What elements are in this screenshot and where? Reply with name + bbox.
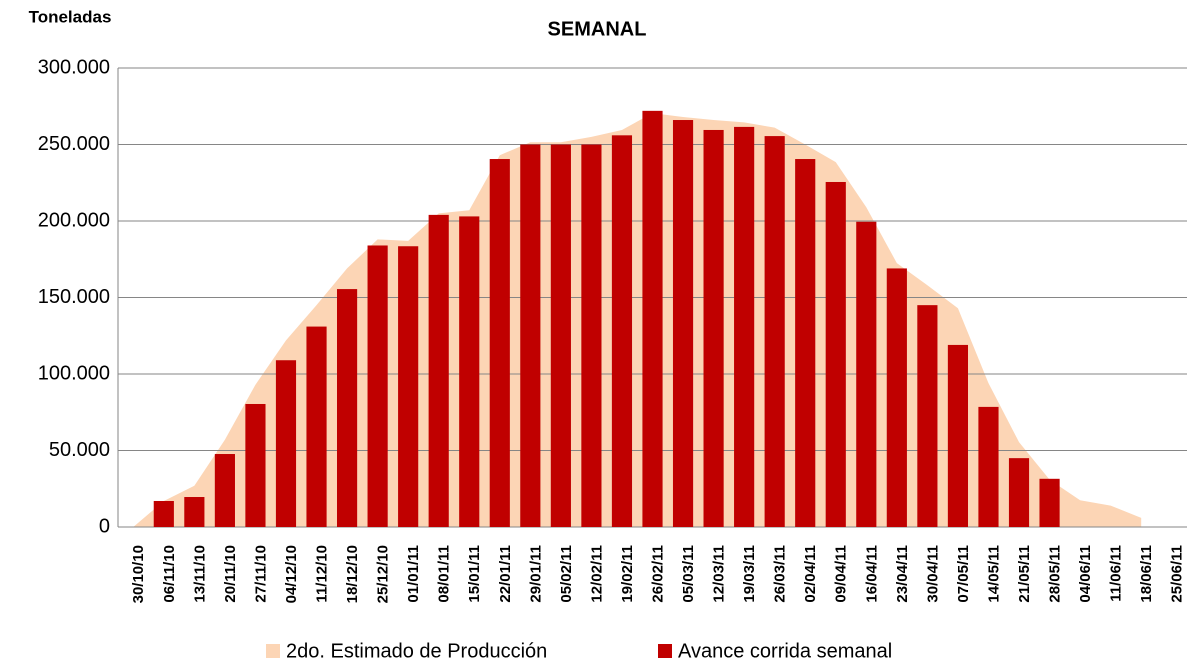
- x-tick-label: 15/01/11: [466, 545, 483, 603]
- x-tick-label: 11/06/11: [1108, 545, 1125, 602]
- x-tick-label: 05/02/11: [558, 545, 575, 603]
- x-tick-label: 29/01/11: [527, 545, 544, 603]
- bar: [336, 289, 358, 527]
- x-tick-label: 20/11/10: [222, 545, 239, 603]
- x-tick-label: 30/04/11: [924, 545, 941, 603]
- bar: [642, 110, 663, 527]
- x-tick-label: 18/06/11: [1138, 545, 1155, 603]
- y-axis-label: Toneladas: [29, 7, 112, 26]
- bar: [947, 344, 969, 527]
- bar: [825, 181, 846, 528]
- y-tick-label: 50.000: [49, 439, 110, 461]
- x-tick-label: 30/10/10: [130, 545, 147, 603]
- bar: [520, 144, 541, 527]
- bar: [459, 216, 480, 527]
- x-tick-label: 08/01/11: [436, 545, 453, 603]
- x-tick-label: 04/06/11: [1077, 545, 1094, 603]
- bar: [581, 144, 602, 527]
- bar: [672, 120, 694, 528]
- bar: [1008, 458, 1030, 527]
- x-tick-label: 05/03/11: [680, 545, 697, 603]
- bar: [886, 268, 907, 527]
- bar: [275, 360, 297, 527]
- x-tick-label: 16/04/11: [863, 545, 880, 603]
- bar: [978, 406, 999, 527]
- x-tick-label: 26/03/11: [772, 545, 789, 603]
- x-tick-label: 13/11/10: [191, 545, 208, 603]
- bar: [489, 159, 510, 527]
- bar: [428, 214, 449, 527]
- x-tick-label: 25/06/11: [1169, 545, 1186, 603]
- y-tick-label: 150.000: [38, 286, 110, 308]
- y-tick-label: 250.000: [38, 133, 110, 155]
- bar: [917, 305, 938, 527]
- x-tick-label: 28/05/11: [1047, 545, 1064, 603]
- x-tick-label: 26/02/11: [649, 545, 666, 603]
- x-tick-label: 06/11/10: [161, 545, 178, 603]
- x-tick-label: 04/12/10: [283, 545, 300, 603]
- x-tick-label: 22/01/11: [497, 545, 514, 603]
- bar: [795, 159, 816, 527]
- x-tick-label: 12/02/11: [588, 545, 605, 603]
- bar: [214, 454, 235, 527]
- legend-label: Avance corrida semanal: [678, 640, 892, 662]
- bar: [306, 326, 327, 527]
- legend-swatch: [266, 644, 280, 658]
- bar: [1039, 478, 1060, 527]
- y-tick-label: 200.000: [38, 209, 110, 231]
- y-tick-label: 100.000: [38, 362, 110, 384]
- bar: [550, 144, 571, 527]
- bar: [398, 246, 419, 527]
- x-tick-label: 18/12/10: [344, 545, 361, 603]
- legend-swatch: [658, 644, 672, 658]
- x-tick-label: 01/01/11: [405, 545, 422, 603]
- x-tick-label: 14/05/11: [985, 545, 1002, 603]
- bar: [367, 245, 388, 528]
- x-tick-label: 27/11/10: [252, 545, 269, 603]
- bar: [764, 136, 785, 527]
- x-tick-label: 11/12/10: [313, 545, 330, 603]
- bar: [245, 403, 266, 527]
- x-tick-label: 02/04/11: [802, 545, 819, 603]
- x-tick-label: 23/04/11: [894, 545, 911, 603]
- x-tick-label: 19/03/11: [741, 545, 758, 603]
- x-tick-label: 07/05/11: [955, 545, 972, 603]
- x-tick-label: 21/05/11: [1016, 545, 1033, 603]
- x-tick-label: 09/04/11: [833, 545, 850, 603]
- bar: [856, 221, 877, 527]
- chart-title: SEMANAL: [548, 18, 647, 40]
- x-tick-label: 25/12/10: [375, 545, 392, 603]
- y-tick-label: 0: [99, 515, 110, 537]
- x-tick-label: 19/02/11: [619, 545, 636, 603]
- y-tick-label: 300.000: [38, 56, 110, 78]
- bar: [734, 126, 755, 527]
- bar: [703, 129, 724, 527]
- bar: [153, 500, 174, 527]
- x-tick-label: 12/03/11: [711, 545, 728, 603]
- legend-label: 2do. Estimado de Producción: [286, 640, 547, 662]
- bar: [184, 497, 205, 527]
- bar: [611, 135, 633, 527]
